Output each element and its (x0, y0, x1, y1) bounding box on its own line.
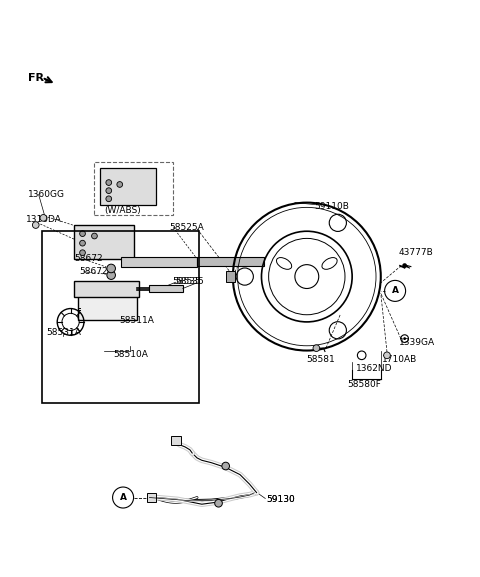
Circle shape (222, 462, 229, 470)
Circle shape (80, 250, 85, 256)
Bar (135, 258, 240, 265)
FancyBboxPatch shape (147, 494, 156, 501)
Circle shape (117, 182, 122, 188)
Text: 1362ND: 1362ND (356, 364, 393, 373)
Text: A: A (392, 286, 398, 295)
Circle shape (313, 345, 320, 351)
Circle shape (403, 337, 406, 340)
Bar (120, 257, 197, 267)
Bar (147, 493, 156, 502)
Text: 58581: 58581 (306, 355, 335, 364)
FancyBboxPatch shape (100, 168, 156, 205)
Circle shape (215, 500, 222, 507)
FancyBboxPatch shape (74, 281, 139, 297)
Circle shape (80, 231, 85, 237)
Bar (95, 162, 173, 215)
Circle shape (107, 264, 116, 273)
Text: 58535: 58535 (176, 277, 204, 286)
Circle shape (106, 179, 112, 185)
Circle shape (106, 196, 112, 201)
Text: A: A (120, 493, 127, 502)
Text: 58672: 58672 (79, 267, 108, 276)
Text: 58510A: 58510A (113, 350, 148, 359)
Bar (197, 257, 264, 266)
Text: 58580F: 58580F (348, 380, 381, 389)
Text: 1710AB: 1710AB (382, 355, 418, 364)
Text: 58511A: 58511A (120, 316, 155, 325)
FancyBboxPatch shape (74, 225, 134, 259)
Circle shape (92, 233, 97, 239)
Bar (42, 231, 199, 403)
Text: 59130: 59130 (266, 495, 295, 504)
Text: 43777B: 43777B (399, 248, 433, 257)
Text: 59110B: 59110B (314, 202, 349, 211)
Text: 1360GG: 1360GG (28, 189, 65, 198)
Text: 58535: 58535 (172, 277, 201, 286)
Bar (149, 284, 183, 293)
Bar (171, 436, 181, 445)
Bar (226, 271, 235, 282)
FancyBboxPatch shape (78, 288, 137, 320)
Text: 1310DA: 1310DA (26, 215, 62, 224)
Text: 58531A: 58531A (47, 328, 82, 338)
Text: 1339GA: 1339GA (399, 338, 435, 347)
Circle shape (40, 215, 47, 221)
Circle shape (106, 188, 112, 193)
Text: 59130: 59130 (266, 495, 295, 504)
Circle shape (80, 240, 85, 246)
Circle shape (402, 263, 407, 268)
Text: FR.: FR. (28, 73, 48, 83)
Circle shape (107, 271, 116, 279)
Circle shape (384, 352, 390, 359)
Text: 58525A: 58525A (169, 223, 204, 232)
Text: (W/ABS): (W/ABS) (104, 206, 141, 215)
Text: 58672: 58672 (74, 254, 103, 263)
Circle shape (33, 222, 39, 228)
